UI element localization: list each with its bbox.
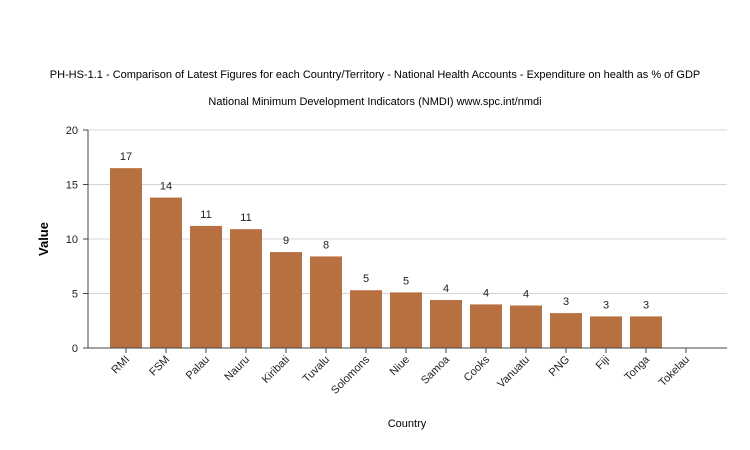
x-tick-label: Niue — [388, 354, 412, 378]
y-tick-label: 0 — [72, 343, 78, 355]
data-label: 4 — [443, 283, 449, 295]
chart-subtitle: National Minimum Development Indicators … — [208, 96, 541, 108]
x-tick-label: Tonga — [622, 353, 652, 383]
x-tick-label: Kiribati — [260, 354, 292, 386]
bar-tuvalu — [310, 256, 342, 348]
bar-tonga — [630, 316, 662, 348]
bar-fiji — [590, 316, 622, 348]
bars — [110, 168, 662, 348]
x-tick-label: Samoa — [419, 353, 453, 387]
x-tick-label: Cooks — [462, 353, 493, 384]
gridlines — [88, 129, 727, 294]
data-label: 4 — [483, 287, 489, 299]
y-axis-title: Value — [36, 222, 51, 256]
y-axis: 0 5 10 15 20 — [66, 125, 89, 355]
x-tick-label: Tokelau — [657, 354, 692, 389]
bar-niue — [390, 292, 422, 348]
bar-kiribati — [270, 252, 302, 348]
bar-solomons — [350, 290, 382, 348]
data-label: 5 — [363, 273, 369, 285]
y-tick-label: 10 — [66, 234, 78, 246]
data-label: 11 — [200, 209, 211, 221]
data-label: 11 — [240, 212, 251, 224]
x-tick-label: RMI — [109, 354, 132, 377]
y-tick-label: 5 — [72, 289, 78, 301]
x-tick-label: Solomons — [329, 353, 372, 396]
data-label: 17 — [120, 151, 132, 163]
data-label: 14 — [160, 181, 172, 193]
x-tick-label: Palau — [184, 354, 212, 382]
data-label: 3 — [563, 296, 569, 308]
chart-title: PH-HS-1.1 - Comparison of Latest Figures… — [50, 69, 701, 81]
data-label: 3 — [603, 299, 609, 311]
bar-fsm — [150, 197, 182, 348]
y-tick-label: 15 — [66, 180, 78, 192]
data-label: 3 — [643, 299, 649, 311]
bar-cooks — [470, 304, 502, 348]
x-tick-label: PNG — [547, 354, 572, 379]
x-tick-label: Fiji — [594, 354, 612, 372]
x-tick-label: Tuvalu — [301, 354, 333, 386]
x-tick-label: FSM — [147, 354, 172, 379]
bar-rmi — [110, 168, 142, 348]
data-label: 5 — [403, 275, 409, 287]
y-tick-label: 20 — [66, 125, 78, 137]
x-axis-title: Country — [388, 418, 427, 430]
bar-palau — [190, 225, 222, 348]
bar-nauru — [230, 229, 262, 348]
bar-samoa — [430, 300, 462, 348]
data-label: 4 — [523, 288, 529, 300]
x-tick-label: Vanuatu — [495, 354, 532, 391]
data-labels: 17 14 11 11 9 8 5 5 4 4 4 3 3 3 — [120, 151, 649, 311]
x-tick-label: Nauru — [222, 354, 252, 384]
bar-vanuatu — [510, 305, 542, 348]
bar-png — [550, 313, 582, 348]
data-label: 9 — [283, 235, 289, 247]
data-label: 8 — [323, 239, 329, 251]
